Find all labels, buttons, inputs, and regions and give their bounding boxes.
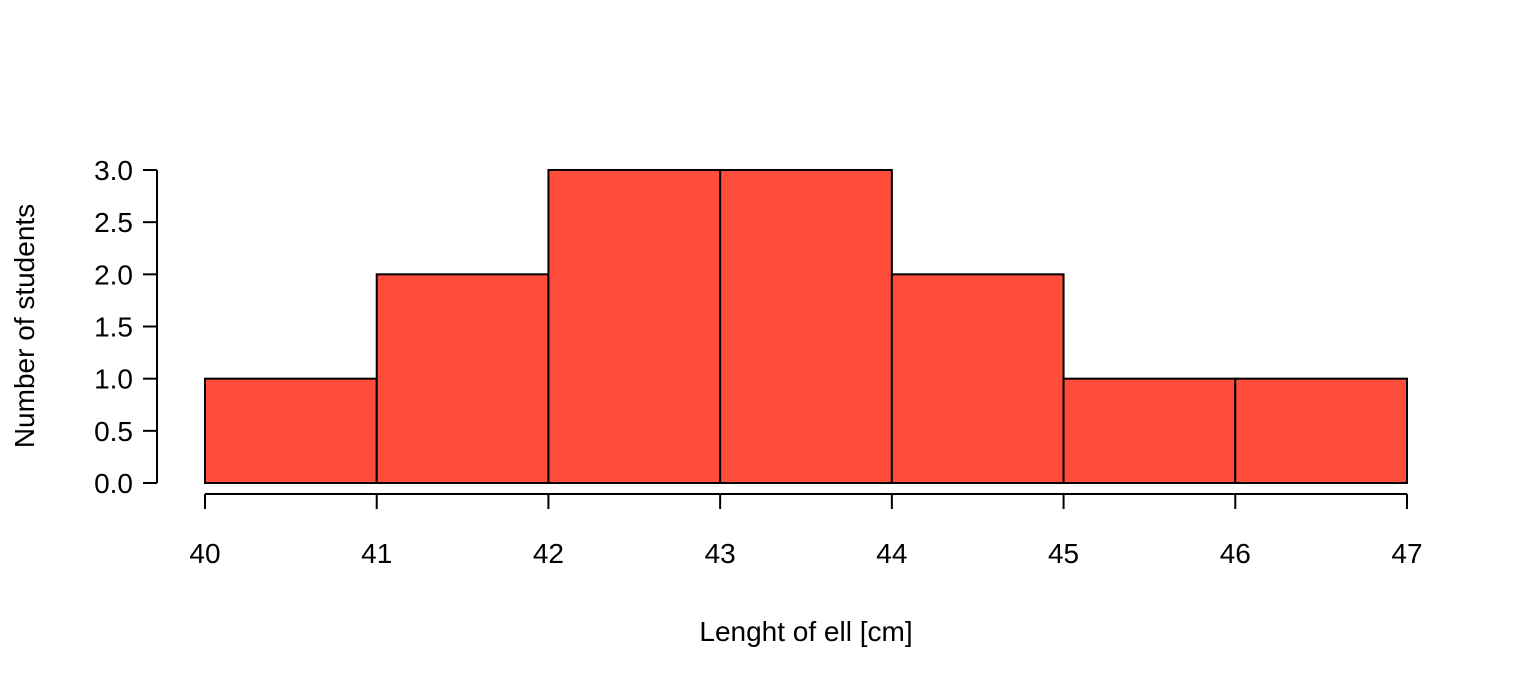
x-tick-label: 42 — [533, 538, 564, 569]
x-tick-label: 43 — [705, 538, 736, 569]
histogram-bars — [204, 169, 1409, 485]
y-axis: 0.0 0.5 1.0 1.5 2.0 2.5 3.0 — [94, 155, 158, 499]
x-axis: 40 41 42 43 44 45 46 47 — [189, 493, 1423, 569]
y-tick-label: 3.0 — [94, 155, 133, 186]
y-tick-label: 2.5 — [94, 207, 133, 238]
y-tick-label: 0.5 — [94, 416, 133, 447]
y-tick-label: 0.0 — [94, 468, 133, 499]
x-tick-label: 41 — [361, 538, 392, 569]
histogram-bar-42-43 — [547, 169, 722, 484]
y-tick-label: 2.0 — [94, 259, 133, 290]
histogram-bar-43-44 — [719, 169, 893, 484]
x-tick-label: 47 — [1391, 538, 1422, 569]
histogram-bar-41-42 — [375, 273, 550, 485]
x-tick-label: 45 — [1048, 538, 1079, 569]
x-tick-label: 46 — [1220, 538, 1251, 569]
x-tick-label: 40 — [189, 538, 220, 569]
y-tick-label: 1.5 — [94, 312, 133, 343]
histogram-bar-40-41 — [204, 377, 378, 484]
y-tick-label: 1.0 — [94, 364, 133, 395]
histogram-bar-46-47 — [1234, 377, 1409, 484]
x-axis-label: Lenght of ell [cm] — [699, 616, 912, 647]
y-axis-label: Number of students — [9, 204, 40, 448]
histogram-bar-44-45 — [890, 273, 1065, 485]
x-tick-label: 44 — [876, 538, 907, 569]
histogram-bar-45-46 — [1062, 377, 1237, 484]
